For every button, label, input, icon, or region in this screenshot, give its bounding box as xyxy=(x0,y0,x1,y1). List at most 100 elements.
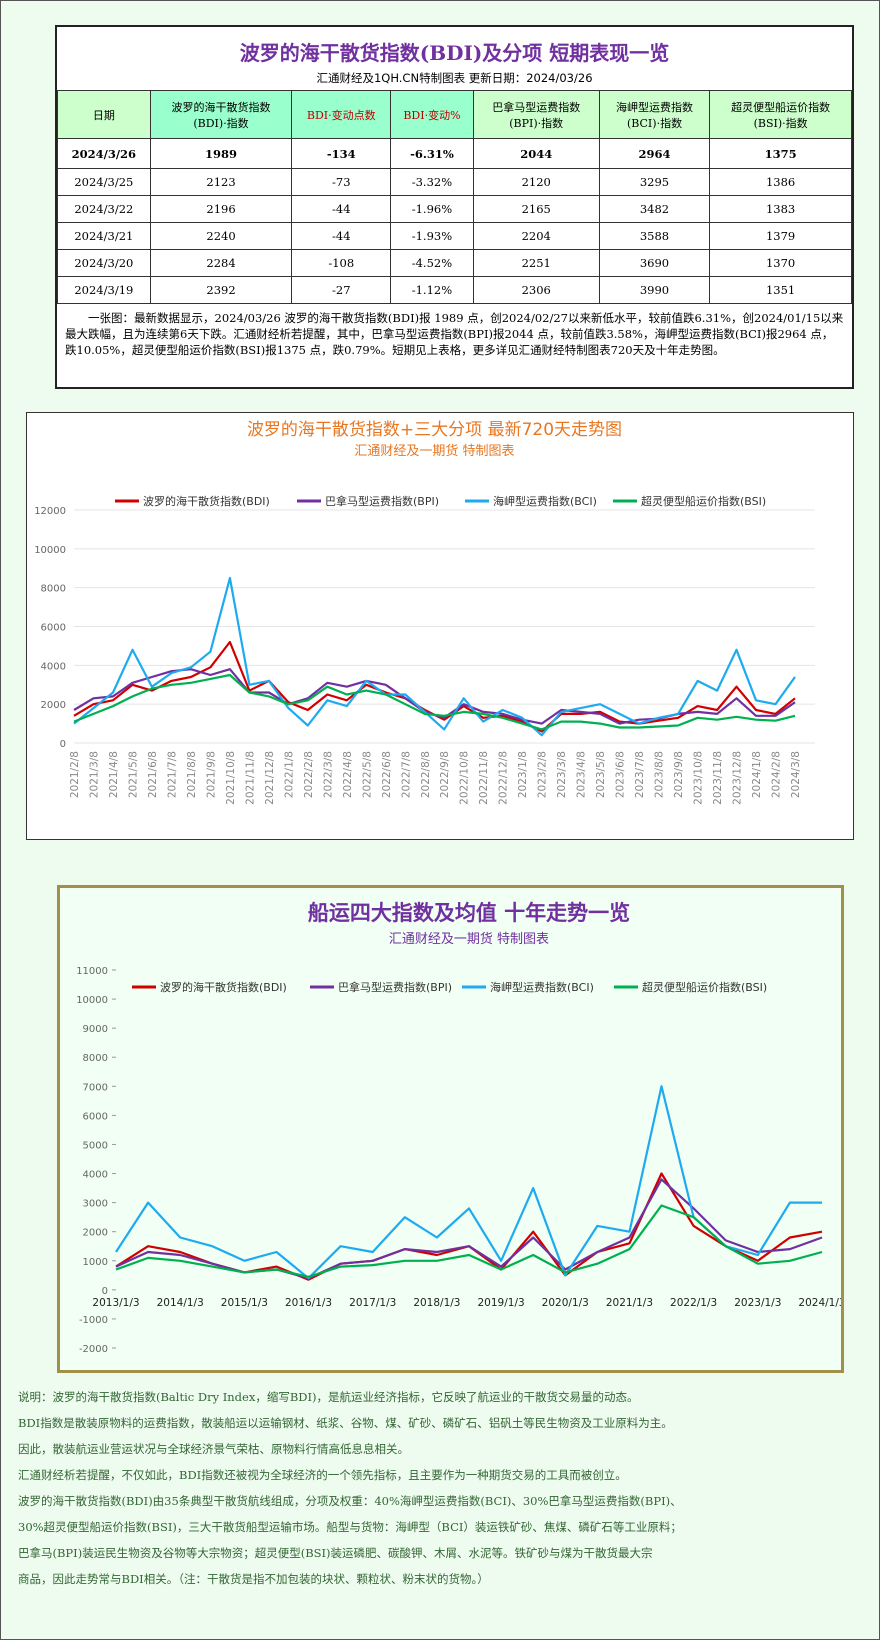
x-tick-label: 2022/6/8 xyxy=(381,751,393,798)
table-cell: 1989 xyxy=(149,138,293,169)
x-tick-label: 2021/1/3 xyxy=(606,1297,653,1309)
table-cell: 2204 xyxy=(472,222,600,250)
x-tick-label: 2022/1/8 xyxy=(283,751,295,798)
x-tick-label: 2023/8/8 xyxy=(654,751,666,798)
x-tick-label: 2024/3/8 xyxy=(790,751,802,798)
x-tick-label: 2022/5/8 xyxy=(361,751,373,798)
description-line: 巴拿马(BPI)装运民生物资及谷物等大宗物资；超灵便型(BSI)装运磷肥、碳酸钾… xyxy=(18,1546,653,1560)
y-tick-label: -1000 xyxy=(79,1315,108,1326)
table-cell: 2240 xyxy=(149,222,293,250)
x-tick-label: 2021/3/8 xyxy=(88,751,100,798)
x-tick-label: 2022/8/8 xyxy=(420,751,432,798)
y-tick-label: 8000 xyxy=(83,1053,108,1064)
description-line: 说明：波罗的海干散货指数(Baltic Dry Index，缩写BDI)，是航运… xyxy=(18,1390,639,1404)
y-tick-label: 3000 xyxy=(83,1199,108,1210)
table-cell: 2196 xyxy=(149,195,293,223)
table-cell: -27 xyxy=(291,276,392,304)
x-tick-label: 2021/6/8 xyxy=(147,751,159,798)
y-tick-label: 6000 xyxy=(83,1111,108,1122)
table-cell: -4.52% xyxy=(390,249,474,277)
x-tick-label: 2024/2/8 xyxy=(771,751,783,798)
x-tick-label: 2022/3/8 xyxy=(322,751,334,798)
note: 一张图：最新数据显示，2024/03/26 波罗的海干散货指数(BDI)报 19… xyxy=(65,311,844,357)
series-line xyxy=(73,673,796,731)
title: 波罗的海干散货指数(BDI)及分项 短期表现一览 xyxy=(239,41,670,65)
table-row: 2024/3/25 2123 -73 -3.32% 2120 3295 1386 xyxy=(57,168,852,196)
x-tick-label: 2023/11/8 xyxy=(712,751,724,805)
x-tick-label: 2023/2/8 xyxy=(537,751,549,798)
description: 说明：波罗的海干散货指数(Baltic Dry Index，缩写BDI)，是航运… xyxy=(18,1384,868,1592)
x-tick-label: 2023/9/8 xyxy=(673,751,685,798)
y-tick-label: 10000 xyxy=(34,545,66,556)
x-tick-label: 2017/1/3 xyxy=(349,1297,396,1309)
y-tick-label: 2000 xyxy=(41,700,66,711)
series-line xyxy=(115,1085,822,1280)
chart-subtitle: 汇通财经及一期货 特制图表 xyxy=(389,931,549,947)
table-row: 2024/3/26 1989 -134 -6.31% 2044 2964 1375 xyxy=(57,138,852,169)
x-tick-label: 2022/1/3 xyxy=(670,1297,717,1309)
table-cell: -3.32% xyxy=(390,168,474,196)
legend-label: 巴拿马型运费指数(BPI) xyxy=(325,494,439,508)
table-row: 2024/3/22 2196 -44 -1.96% 2165 3482 1383 xyxy=(57,195,852,223)
legend-label: 海岬型运费指数(BCI) xyxy=(490,980,594,994)
series-line xyxy=(115,1178,823,1280)
x-tick-label: 2023/1/8 xyxy=(517,751,529,798)
description-line: 因此，散装航运业营运状况与全球经济景气荣枯、原物料行情高低息息相关。 xyxy=(18,1442,409,1456)
y-tick-label: 11000 xyxy=(76,966,108,977)
y-tick-label: 0 xyxy=(60,739,66,750)
x-tick-label: 2022/7/8 xyxy=(400,751,412,798)
table-cell: 2024/3/20 xyxy=(57,249,151,277)
y-tick-label: -2000 xyxy=(79,1344,108,1355)
x-tick-label: 2023/1/3 xyxy=(734,1297,781,1309)
x-tick-label: 2023/12/8 xyxy=(732,751,744,805)
x-tick-label: 2021/9/8 xyxy=(205,751,217,798)
x-tick-label: 2014/1/3 xyxy=(157,1297,204,1309)
y-tick-label: 8000 xyxy=(41,584,66,595)
table-cell: 1383 xyxy=(709,195,852,223)
x-tick-label: 2021/4/8 xyxy=(108,751,120,798)
description-line: 波罗的海干散货指数(BDI)由35条典型干散货航线组成，分项及权重：40%海岬型… xyxy=(18,1494,682,1508)
column-header: BDI·变动% xyxy=(390,90,474,139)
table-cell: 1370 xyxy=(709,249,852,277)
table-cell: 3295 xyxy=(598,168,711,196)
x-tick-label: 2021/7/8 xyxy=(166,751,178,798)
table-cell: 3482 xyxy=(598,195,711,223)
x-tick-label: 2023/4/8 xyxy=(576,751,588,798)
legend-label: 波罗的海干散货指数(BDI) xyxy=(160,980,287,994)
series-line xyxy=(73,640,796,733)
x-tick-label: 2016/1/3 xyxy=(285,1297,332,1309)
x-tick-label: 2015/1/3 xyxy=(221,1297,268,1309)
table-cell: 2120 xyxy=(472,168,600,196)
table-cell: 2024/3/21 xyxy=(57,222,151,250)
table-cell: 2044 xyxy=(472,138,600,169)
y-tick-label: 4000 xyxy=(83,1170,108,1181)
column-header: 海岬型运费指数 (BCI)·指数 xyxy=(598,90,711,139)
x-tick-label: 2022/12/8 xyxy=(498,751,510,805)
description-line: 商品，因此走势常与BDI相关。（注：干散货是指不加包装的块状、颗粒状、粉末状的货… xyxy=(18,1572,489,1586)
x-tick-label: 2021/5/8 xyxy=(127,751,139,798)
x-tick-label: 2021/8/8 xyxy=(186,751,198,798)
table-cell: 1375 xyxy=(709,138,852,169)
x-tick-label: 2022/2/8 xyxy=(303,751,315,798)
y-tick-label: 1000 xyxy=(83,1257,108,1268)
column-header: BDI·变动点数 xyxy=(291,90,392,139)
y-tick-label: 6000 xyxy=(41,623,66,634)
table-cell: -1.96% xyxy=(390,195,474,223)
y-tick-label: 0 xyxy=(102,1286,108,1297)
table-cell: 1351 xyxy=(709,276,852,304)
table-cell: 2251 xyxy=(472,249,600,277)
x-tick-label: 2021/10/8 xyxy=(225,751,237,805)
table: 日期 波罗的海干散货指数 (BDI)·指数 BDI·变动点数 BDI·变动% 巴拿马型运… xyxy=(57,90,852,304)
x-tick-label: 2021/11/8 xyxy=(244,751,256,805)
description-line: BDI指数是散装原物料的运费指数，散装船运以运输钢材、纸浆、谷物、煤、矿砂、磷矿… xyxy=(18,1416,673,1430)
table-cell: -73 xyxy=(291,168,392,196)
table-cell: -6.31% xyxy=(390,138,474,169)
series-line xyxy=(115,1204,823,1278)
column-header: 日期 xyxy=(57,90,151,139)
table-cell: 2024/3/19 xyxy=(57,276,151,304)
chart-subtitle: 汇通财经及一期货 特制图表 xyxy=(354,443,514,459)
legend-label: 海岬型运费指数(BCI) xyxy=(493,494,597,508)
table-row: 2024/3/21 2240 -44 -1.93% 2204 3588 1379 xyxy=(57,222,852,250)
